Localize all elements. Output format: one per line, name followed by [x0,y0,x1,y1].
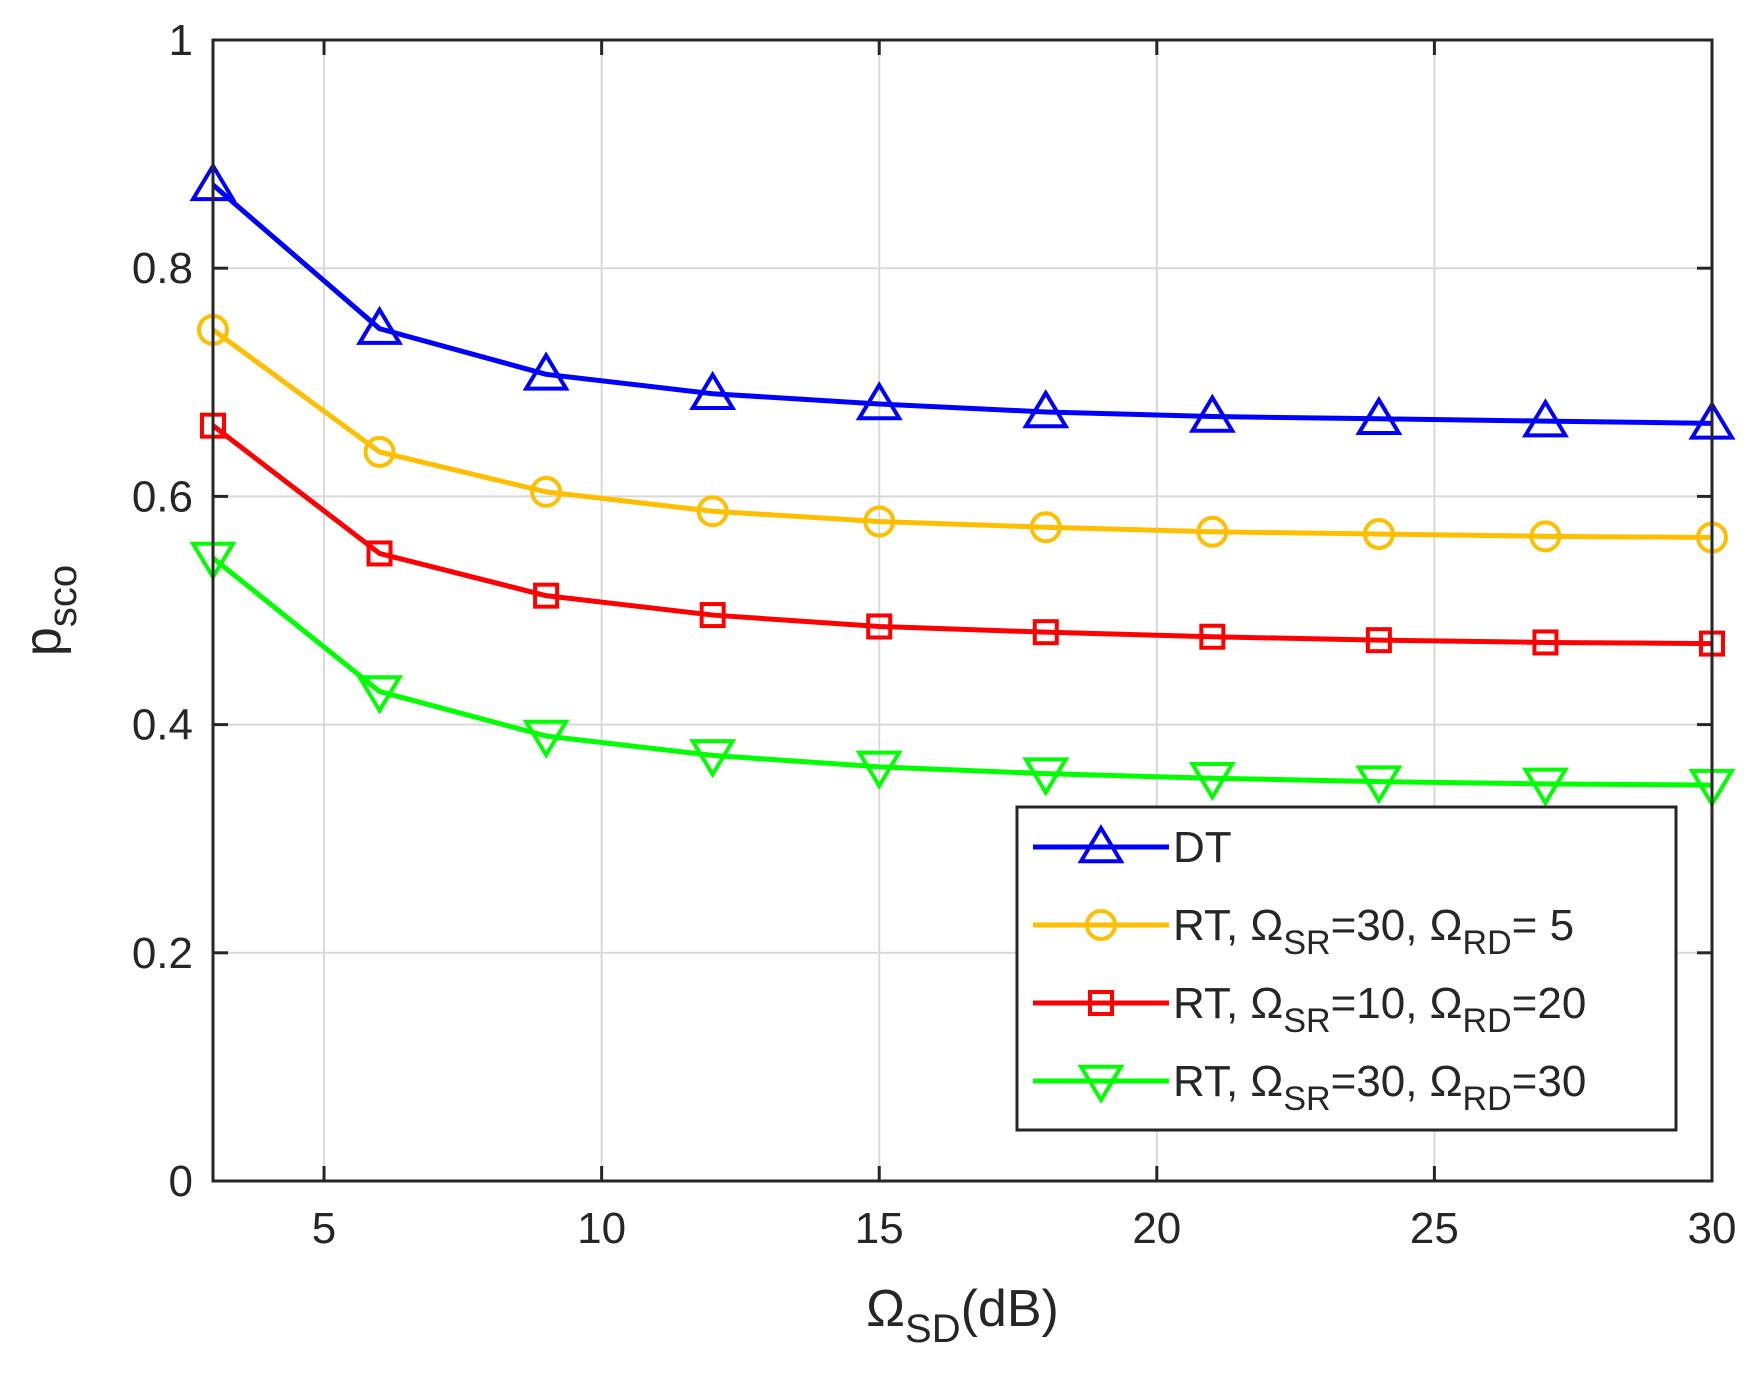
data-point [522,719,570,759]
data-point [689,739,737,779]
series-2 [197,313,1728,554]
series-line [211,327,1713,540]
data-point [366,540,393,567]
data-point [1022,757,1070,797]
y-tick-label: 0.6 [132,472,193,521]
data-point [1355,395,1403,436]
data-point [1188,393,1236,433]
x-tick-label: 15 [855,1204,904,1253]
data-point [522,351,570,391]
legend-entry-1: DT [1033,823,1232,872]
series-3 [200,412,1725,657]
data-point [863,505,896,538]
x-tick-label: 30 [1688,1204,1737,1253]
data-point [356,305,404,345]
legend: DT RT, ΩSR=30, ΩRD= 5 RT, ΩSR=10, ΩRD=20 RT… [1015,805,1678,1132]
legend-marker [1077,1064,1125,1104]
legend-marker [1077,824,1125,864]
x-tick-label: 10 [577,1204,626,1253]
data-point [1032,619,1059,646]
data-point [699,602,726,629]
y-tick-label: 0.8 [132,244,193,293]
data-point [1188,761,1236,802]
x-tick-label: 25 [1410,1204,1459,1253]
y-axis-title: psco [14,565,85,656]
data-point [1529,520,1562,553]
data-point [1521,767,1569,807]
series-layer [189,162,1736,808]
y-tick-label: 0.2 [132,929,193,978]
data-point [1355,765,1403,805]
x-tick-label: 5 [312,1204,336,1253]
data-point [1196,515,1229,548]
data-point [855,381,903,421]
data-point [866,613,893,640]
data-point [1365,627,1392,654]
data-point [1532,629,1559,656]
legend-entry-4: RT, ΩSR=30, ΩRD=30 [1033,1057,1586,1118]
y-tick-label: 0.4 [132,701,193,750]
y-tick-label: 0 [169,1157,193,1206]
y-tick-label: 1 [169,16,193,65]
data-point [696,495,729,528]
data-point [356,675,404,715]
series-line [211,556,1713,788]
x-axis-title: ΩSD(dB) [866,1280,1059,1351]
series-1 [189,162,1736,440]
data-point [1029,511,1062,544]
legend-label: RT, ΩSR=10, ΩRD=20 [1173,979,1586,1040]
legend-entry-3: RT, ΩSR=10, ΩRD=20 [1033,979,1586,1040]
series-line [211,423,1713,647]
data-point [1362,518,1395,551]
legend-label: DT [1173,823,1232,872]
legend-label: RT, ΩSR=30, ΩRD=30 [1173,1057,1586,1118]
legend-marker [1088,990,1114,1016]
legend-marker [1085,909,1117,941]
data-point [689,370,737,410]
legend-entry-2: RT, ΩSR=30, ΩRD= 5 [1033,901,1574,962]
series-line [211,183,1713,426]
data-point [533,582,560,609]
legend-label: RT, ΩSR=30, ΩRD= 5 [1173,901,1574,962]
data-point [530,475,563,508]
data-point [855,750,903,790]
x-tick-label: 20 [1132,1204,1181,1253]
data-point [1199,623,1226,650]
data-point [1022,389,1070,429]
axis-labels: 5 10 15 20 25 30 0 0.2 0.4 0.6 0.8 1 ΩSD(dB) psco [14,16,1736,1351]
data-point [1521,398,1569,438]
data-point [363,435,396,468]
legend-box [1015,805,1678,1132]
plot-frame [211,38,1714,1183]
axis-ticks [213,38,1714,1183]
